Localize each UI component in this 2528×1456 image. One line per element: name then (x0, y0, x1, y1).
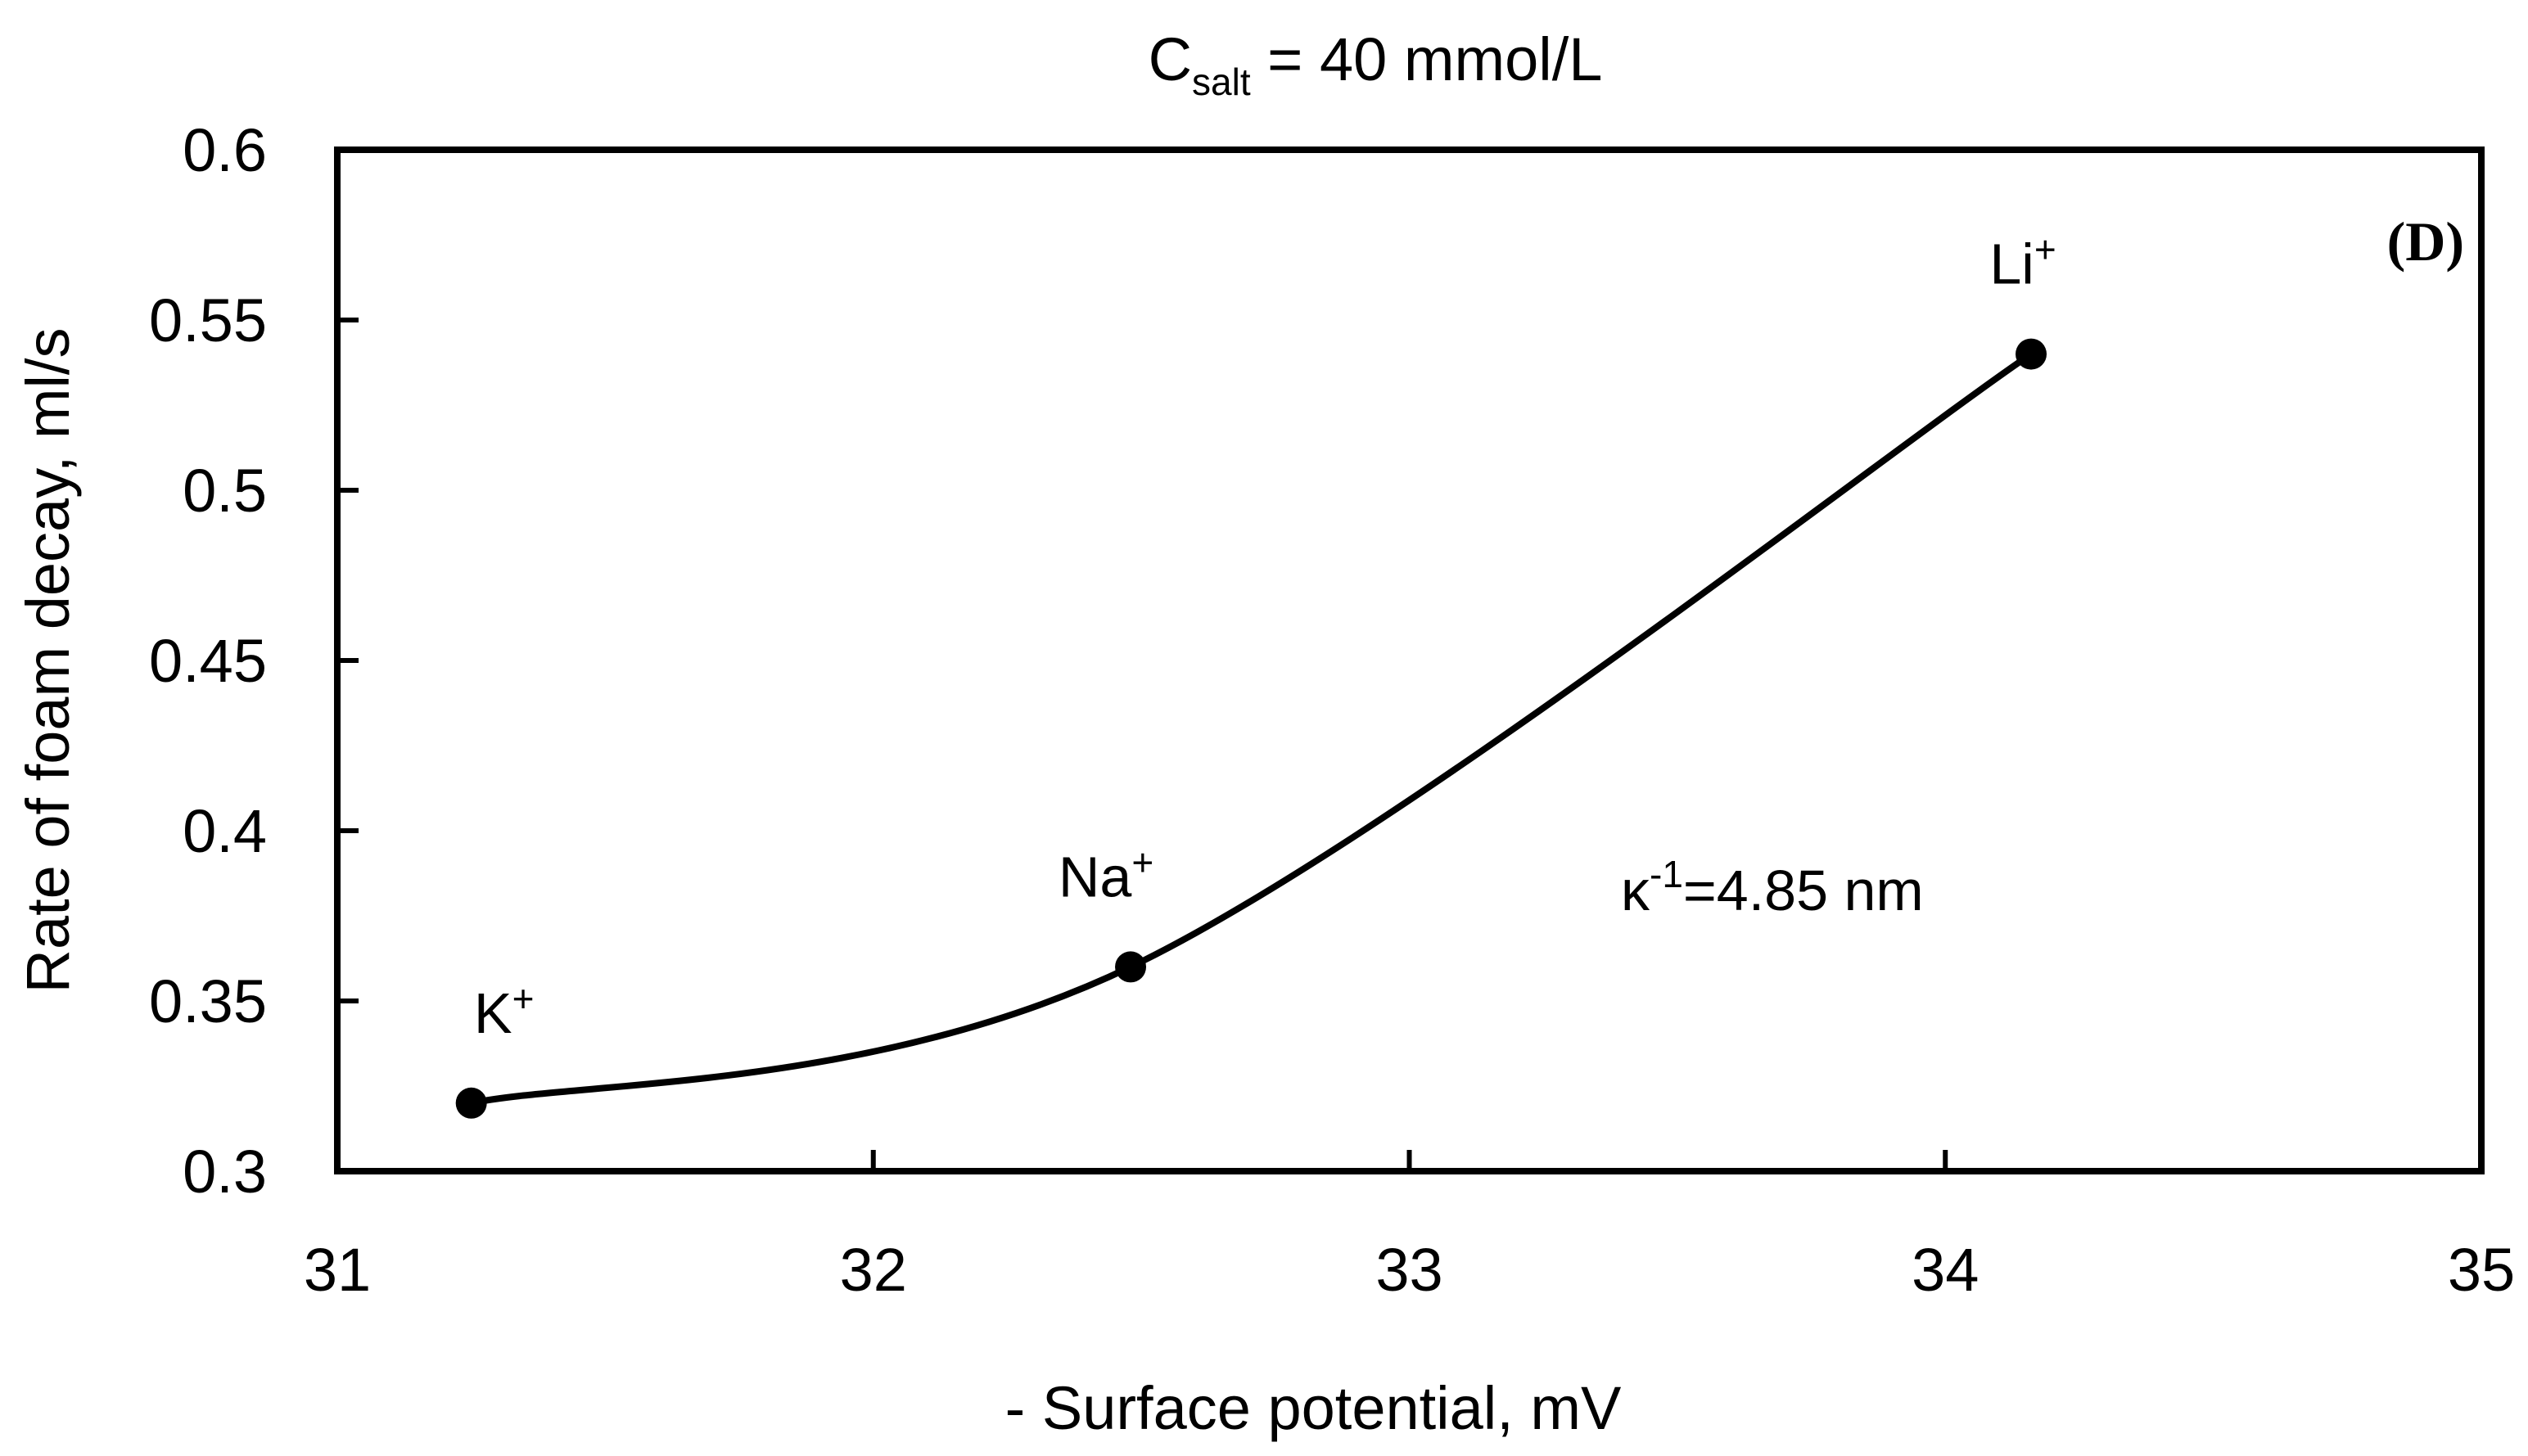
x-tick-label: 32 (840, 1236, 907, 1304)
y-tick-label: 0.35 (149, 967, 267, 1035)
panel-label: (D) (2387, 210, 2464, 273)
data-label: K+ (474, 977, 535, 1045)
x-axis-title: - Surface potential, mV (1005, 1374, 1622, 1442)
x-tick-label: 31 (304, 1236, 371, 1304)
data-point (455, 1087, 487, 1119)
y-axis: 0.3 0.35 0.4 0.45 0.5 0.55 0.6 (149, 116, 359, 1206)
x-tick-label: 34 (1912, 1236, 1979, 1304)
y-tick-label: 0.3 (183, 1138, 267, 1206)
x-axis: 31 32 33 34 35 (304, 1150, 2515, 1304)
chart-title: Csalt = 40 mmol/L (1149, 25, 1603, 103)
y-tick-label: 0.5 (183, 457, 267, 525)
y-tick-label: 0.55 (149, 286, 267, 354)
debye-length-annotation: κ-1=4.85 nm (1621, 853, 1924, 922)
data-points (455, 338, 2047, 1119)
y-tick-label: 0.45 (149, 627, 267, 695)
point-labels: K+ Na+ Li+ (474, 228, 2056, 1045)
y-tick-label: 0.6 (183, 116, 267, 184)
data-label: Li+ (1989, 228, 2056, 296)
series-line (467, 350, 2035, 1107)
y-axis-title: Rate of foam decay, ml/s (14, 328, 82, 994)
x-tick-label: 33 (1375, 1236, 1442, 1304)
data-point (1115, 951, 1147, 983)
y-tick-label: 0.4 (183, 797, 267, 865)
data-point (2016, 338, 2047, 370)
plot-area (334, 147, 2485, 1174)
x-tick-label: 35 (2448, 1236, 2515, 1304)
data-label: Na+ (1059, 841, 1153, 908)
